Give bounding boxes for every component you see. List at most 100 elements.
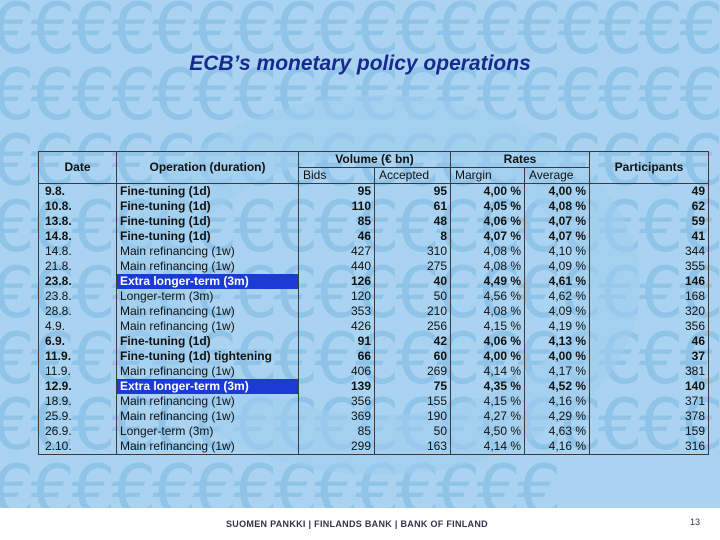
cell-accepted: 48 [374, 214, 451, 229]
cell-participants: 146 [589, 274, 709, 289]
table-row: 2.10. Main refinancing (1w) 299 163 4,14 % 4,… [38, 439, 709, 455]
table-row: 23.8. Extra longer-term (3m) 126 40 4,49 % 4,… [38, 274, 709, 289]
cell-average: 4,09 % [524, 304, 590, 319]
slide-title: ECB’s monetary policy operations [189, 52, 531, 75]
table-row: 11.9. Fine-tuning (1d) tightening 66 60 4,00… [38, 349, 709, 364]
cell-accepted: 50 [374, 424, 451, 439]
cell-margin: 4,27 % [450, 409, 525, 424]
page-number: 13 [690, 517, 701, 527]
cell-bids: 95 [298, 183, 375, 199]
cell-operation: Fine-tuning (1d) tightening [116, 349, 299, 364]
cell-margin: 4,56 % [450, 289, 525, 304]
cell-margin: 4,15 % [450, 319, 525, 334]
cell-date: 28.8. [38, 304, 117, 319]
header-date: Date [38, 151, 117, 184]
cell-participants: 356 [589, 319, 709, 334]
subheader-average: Average [524, 167, 590, 184]
cell-operation: Fine-tuning (1d) [116, 199, 299, 214]
cell-bids: 426 [298, 319, 375, 334]
table-row: 12.9. Extra longer-term (3m) 139 75 4,35 % 4,… [38, 379, 709, 394]
cell-operation: Main refinancing (1w) [116, 244, 299, 259]
cell-operation: Main refinancing (1w) [116, 409, 299, 424]
cell-participants: 355 [589, 259, 709, 274]
table-row: 4.9. Main refinancing (1w) 426 256 4,15 % 4,1… [38, 319, 709, 334]
cell-accepted: 42 [374, 334, 451, 349]
cell-bids: 120 [298, 289, 375, 304]
cell-operation: Fine-tuning (1d) [116, 183, 299, 199]
cell-operation: Extra longer-term (3m) [116, 379, 299, 394]
header-operation: Operation (duration) [116, 151, 299, 184]
cell-participants: 168 [589, 289, 709, 304]
cell-date: 25.9. [38, 409, 117, 424]
cell-margin: 4,00 % [450, 349, 525, 364]
cell-participants: 344 [589, 244, 709, 259]
cell-average: 4,19 % [524, 319, 590, 334]
table-row: 13.8. Fine-tuning (1d) 85 48 4,06 % 4,07 % 59 [38, 214, 709, 229]
cell-margin: 4,08 % [450, 304, 525, 319]
cell-accepted: 75 [374, 379, 451, 394]
cell-operation: Main refinancing (1w) [116, 319, 299, 334]
cell-margin: 4,00 % [450, 183, 525, 199]
cell-operation: Main refinancing (1w) [116, 364, 299, 379]
cell-bids: 66 [298, 349, 375, 364]
table-row: 23.8. Longer-term (3m) 120 50 4,56 % 4,62 % 16… [38, 289, 709, 304]
cell-average: 4,10 % [524, 244, 590, 259]
cell-average: 4,07 % [524, 229, 590, 244]
cell-margin: 4,35 % [450, 379, 525, 394]
cell-participants: 320 [589, 304, 709, 319]
cell-date: 4.9. [38, 319, 117, 334]
cell-participants: 41 [589, 229, 709, 244]
subheader-bids: Bids [298, 167, 375, 184]
cell-participants: 371 [589, 394, 709, 409]
header-volume: Volume (€ bn) [298, 151, 451, 168]
cell-bids: 406 [298, 364, 375, 379]
cell-participants: 62 [589, 199, 709, 214]
cell-operation: Main refinancing (1w) [116, 394, 299, 409]
subheader-margin: Margin [450, 167, 525, 184]
table-row: 25.9. Main refinancing (1w) 369 190 4,27 % 4,… [38, 409, 709, 424]
cell-accepted: 40 [374, 274, 451, 289]
cell-average: 4,29 % [524, 409, 590, 424]
cell-date: 11.9. [38, 349, 117, 364]
cell-date: 10.8. [38, 199, 117, 214]
cell-bids: 110 [298, 199, 375, 214]
header-rates: Rates [450, 151, 590, 168]
cell-accepted: 310 [374, 244, 451, 259]
cell-date: 26.9. [38, 424, 117, 439]
table-subheader-row: Bids Accepted Margin Average [39, 167, 709, 184]
cell-average: 4,62 % [524, 289, 590, 304]
cell-margin: 4,05 % [450, 199, 525, 214]
cell-average: 4,13 % [524, 334, 590, 349]
cell-average: 4,16 % [524, 439, 590, 455]
cell-operation: Main refinancing (1w) [116, 259, 299, 274]
cell-bids: 440 [298, 259, 375, 274]
footer-bank-name: SUOMEN PANKKI | FINLANDS BANK | BANK OF … [226, 519, 488, 529]
cell-date: 12.9. [38, 379, 117, 394]
cell-average: 4,09 % [524, 259, 590, 274]
cell-accepted: 60 [374, 349, 451, 364]
cell-margin: 4,06 % [450, 214, 525, 229]
cell-date: 18.9. [38, 394, 117, 409]
table-row: 26.9. Longer-term (3m) 85 50 4,50 % 4,63 % 159 [38, 424, 709, 439]
cell-participants: 49 [589, 183, 709, 199]
cell-date: 13.8. [38, 214, 117, 229]
cell-bids: 85 [298, 424, 375, 439]
table-header-row: Date Operation (duration) Volume (€ bn) … [38, 151, 709, 184]
cell-date: 9.8. [38, 183, 117, 199]
cell-accepted: 50 [374, 289, 451, 304]
cell-participants: 46 [589, 334, 709, 349]
cell-participants: 59 [589, 214, 709, 229]
cell-date: 23.8. [38, 274, 117, 289]
cell-date: 2.10. [38, 439, 117, 455]
cell-average: 4,17 % [524, 364, 590, 379]
table-row: 18.9. Main refinancing (1w) 356 155 4,15 % 4,… [38, 394, 709, 409]
table-row: 14.8. Fine-tuning (1d) 46 8 4,07 % 4,07 % 41 [38, 229, 709, 244]
cell-margin: 4,08 % [450, 259, 525, 274]
cell-accepted: 8 [374, 229, 451, 244]
table-row: 28.8. Main refinancing (1w) 353 210 4,08 % 4,… [38, 304, 709, 319]
cell-bids: 299 [298, 439, 375, 455]
cell-bids: 91 [298, 334, 375, 349]
cell-operation: Main refinancing (1w) [116, 439, 299, 455]
cell-average: 4,00 % [524, 183, 590, 199]
cell-accepted: 163 [374, 439, 451, 455]
